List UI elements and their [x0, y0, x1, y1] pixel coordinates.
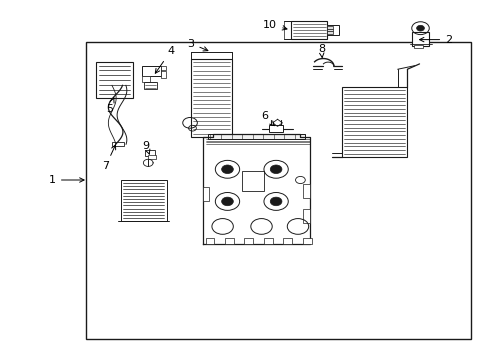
Text: 9: 9	[142, 141, 149, 154]
Bar	[203, 187, 208, 202]
Bar	[86, 42, 469, 339]
Bar	[341, 87, 407, 157]
Bar	[326, 24, 339, 35]
Bar	[302, 208, 309, 223]
Circle shape	[221, 197, 233, 206]
Bar	[96, 62, 132, 98]
Circle shape	[416, 25, 424, 31]
Text: 4: 4	[155, 46, 174, 73]
Text: 3: 3	[187, 39, 207, 51]
Text: 10: 10	[263, 19, 286, 30]
Bar	[242, 171, 264, 191]
Bar	[161, 66, 165, 70]
Bar	[264, 238, 272, 244]
Bar	[120, 180, 166, 221]
Circle shape	[221, 165, 233, 174]
Text: 6: 6	[261, 111, 274, 126]
Bar	[142, 76, 150, 82]
Bar	[224, 238, 233, 244]
Bar	[268, 125, 283, 132]
Bar	[413, 45, 423, 48]
Bar	[326, 26, 332, 28]
Text: 2: 2	[419, 35, 451, 45]
Bar	[112, 142, 124, 146]
Text: 7: 7	[102, 145, 116, 171]
Bar	[244, 238, 253, 244]
Bar	[161, 71, 165, 78]
Bar	[290, 21, 326, 39]
Bar	[207, 134, 305, 139]
Bar	[283, 238, 291, 244]
Circle shape	[270, 165, 282, 174]
Bar	[411, 32, 428, 46]
Bar	[302, 184, 309, 198]
Bar	[148, 155, 156, 158]
Bar	[143, 82, 157, 89]
Bar	[326, 31, 332, 34]
Bar	[302, 238, 311, 244]
Bar	[191, 59, 232, 137]
Text: 5: 5	[105, 98, 114, 113]
Bar	[142, 66, 161, 76]
Circle shape	[270, 197, 282, 206]
Bar	[205, 238, 214, 244]
Bar	[144, 150, 154, 156]
Text: 8: 8	[317, 44, 324, 58]
Bar	[326, 28, 332, 31]
Text: 1: 1	[49, 175, 84, 185]
